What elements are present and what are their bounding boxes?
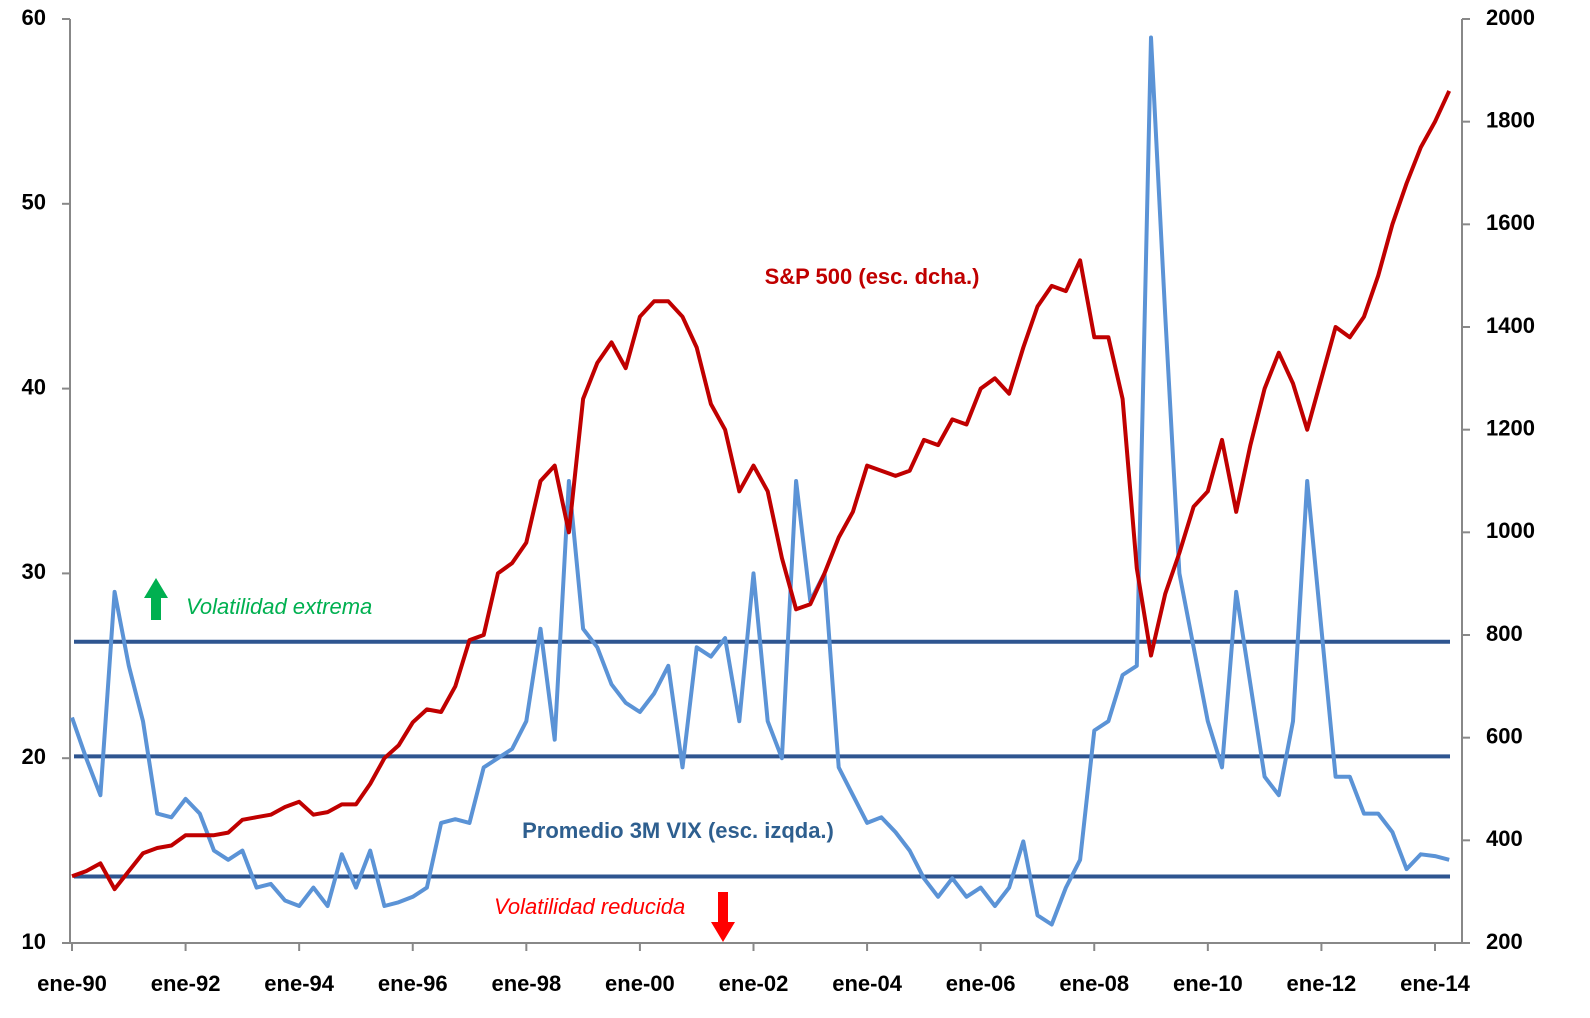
x-tick-label: ene-06 (946, 971, 1016, 996)
x-tick-label: ene-08 (1059, 971, 1129, 996)
y2-tick-label: 1000 (1486, 518, 1535, 543)
y-tick-label: 10 (22, 929, 46, 954)
y2-tick-label: 2000 (1486, 5, 1535, 30)
y2-tick-label: 1800 (1486, 107, 1535, 132)
x-tick-label: ene-96 (378, 971, 448, 996)
x-tick-label: ene-90 (37, 971, 107, 996)
annotation: Volatilidad extrema (186, 594, 372, 619)
y2-tick-label: 1600 (1486, 210, 1535, 235)
x-tick-label: ene-12 (1287, 971, 1357, 996)
y2-tick-label: 600 (1486, 723, 1523, 748)
x-tick-label: ene-04 (832, 971, 902, 996)
y-tick-label: 40 (22, 374, 46, 399)
up-arrow (144, 578, 168, 620)
series-line (70, 35, 1450, 927)
y2-tick-label: 1200 (1486, 415, 1535, 440)
y-tick-label: 60 (22, 5, 46, 30)
x-tick-label: ene-94 (264, 971, 334, 996)
series-label: Promedio 3M VIX (esc. izqda.) (522, 818, 834, 843)
x-tick-label: ene-14 (1400, 971, 1470, 996)
annotation: Volatilidad reducida (494, 894, 685, 919)
x-tick-label: ene-00 (605, 971, 675, 996)
y2-tick-label: 800 (1486, 621, 1523, 646)
x-tick-label: ene-98 (491, 971, 561, 996)
y-tick-label: 50 (22, 190, 46, 215)
y-tick-label: 30 (22, 559, 46, 584)
y2-tick-label: 1400 (1486, 313, 1535, 338)
y2-tick-label: 400 (1486, 826, 1523, 851)
x-tick-label: ene-92 (151, 971, 221, 996)
y-tick-label: 20 (22, 744, 46, 769)
x-tick-label: ene-02 (719, 971, 789, 996)
down-arrow (711, 892, 735, 942)
series-line (71, 90, 1452, 892)
x-tick-label: ene-10 (1173, 971, 1243, 996)
y2-tick-label: 200 (1486, 929, 1523, 954)
series-label: S&P 500 (esc. dcha.) (765, 264, 980, 289)
